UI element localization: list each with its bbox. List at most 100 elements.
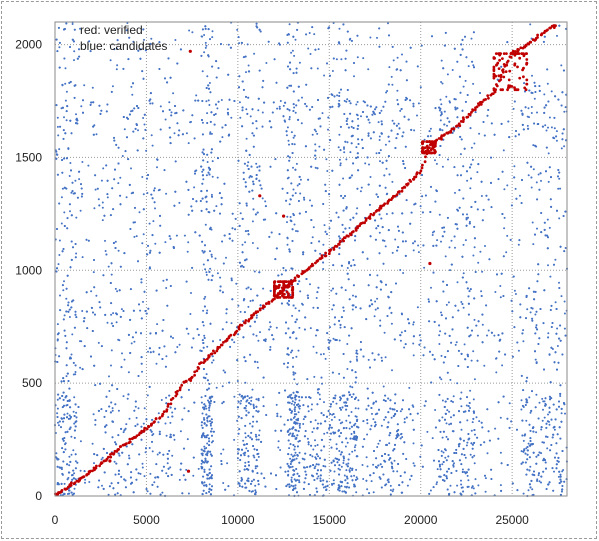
candidate-point (301, 96, 303, 99)
candidate-point (339, 326, 342, 329)
candidate-point (235, 282, 238, 285)
candidate-point (295, 355, 298, 358)
candidate-point (472, 398, 475, 401)
candidate-point (387, 22, 389, 25)
candidate-point (292, 166, 294, 169)
candidate-point (391, 212, 394, 215)
candidate-point (532, 168, 535, 171)
candidate-point (75, 411, 78, 414)
candidate-point (110, 273, 113, 276)
candidate-point (81, 256, 84, 259)
candidate-point (338, 27, 341, 30)
candidate-point (106, 321, 109, 324)
candidate-point (391, 369, 393, 372)
candidate-point (172, 337, 174, 339)
candidate-point (127, 371, 130, 374)
candidate-point (452, 464, 455, 467)
candidate-point (145, 149, 148, 152)
candidate-point (392, 59, 395, 62)
candidate-point (170, 111, 173, 114)
candidate-point (201, 249, 204, 252)
candidate-point (230, 322, 233, 325)
candidate-point (80, 105, 83, 108)
candidate-point (474, 433, 476, 436)
candidate-point (412, 242, 415, 245)
candidate-point (100, 458, 103, 461)
candidate-point (533, 122, 536, 125)
candidate-point (331, 371, 334, 374)
candidate-point (312, 306, 315, 309)
candidate-point (546, 420, 549, 423)
candidate-point (476, 171, 479, 174)
candidate-point (294, 38, 297, 41)
candidate-point (116, 64, 119, 67)
candidate-point (563, 312, 566, 315)
candidate-point (373, 315, 376, 318)
candidate-point (399, 339, 402, 342)
candidate-point (147, 350, 149, 353)
candidate-point (207, 399, 209, 402)
candidate-point (356, 101, 359, 103)
candidate-point (342, 462, 345, 464)
candidate-point (495, 357, 498, 360)
candidate-point (208, 406, 210, 409)
candidate-point (206, 419, 209, 422)
candidate-point (547, 152, 550, 155)
candidate-point (487, 329, 490, 332)
candidate-point (339, 407, 342, 409)
candidate-point (400, 432, 403, 435)
candidate-point (165, 396, 168, 399)
candidate-point (315, 487, 318, 490)
candidate-point (72, 410, 75, 413)
candidate-point (290, 479, 293, 481)
candidate-point (58, 239, 61, 242)
candidate-point (123, 128, 126, 131)
candidate-point (384, 484, 387, 487)
candidate-point (71, 333, 74, 336)
candidate-point (209, 267, 212, 270)
candidate-point (481, 270, 484, 273)
candidate-point (342, 197, 345, 200)
candidate-point (276, 412, 279, 415)
candidate-point (288, 116, 291, 118)
candidate-point (298, 399, 301, 402)
candidate-point (191, 114, 194, 117)
candidate-point (309, 199, 311, 202)
candidate-point (546, 436, 549, 438)
candidate-point (499, 296, 502, 299)
candidate-point (470, 486, 473, 489)
candidate-point (288, 84, 291, 87)
candidate-point (559, 324, 562, 327)
candidate-point (344, 479, 347, 482)
candidate-point (63, 116, 65, 119)
candidate-point (354, 415, 357, 418)
candidate-point (486, 408, 489, 411)
candidate-point (436, 481, 438, 484)
candidate-point (192, 474, 195, 477)
candidate-point (351, 386, 354, 389)
candidate-point (441, 436, 444, 439)
candidate-point (530, 176, 533, 179)
candidate-point (394, 238, 397, 241)
candidate-point (290, 480, 293, 483)
candidate-point (118, 339, 121, 342)
candidate-point (142, 193, 145, 196)
candidate-point (376, 36, 378, 39)
candidate-point (419, 205, 422, 208)
candidate-point (143, 38, 145, 41)
candidate-point (446, 371, 449, 374)
candidate-point (244, 381, 247, 384)
candidate-point (444, 255, 447, 258)
candidate-point (211, 30, 214, 33)
candidate-point (303, 328, 306, 331)
candidate-point (351, 450, 354, 453)
candidate-point (462, 85, 465, 88)
candidate-point (353, 474, 356, 477)
candidate-point (480, 290, 483, 293)
candidate-point (291, 400, 294, 403)
candidate-point (482, 121, 485, 123)
candidate-point (520, 408, 523, 411)
candidate-point (501, 170, 504, 173)
candidate-point (135, 331, 137, 334)
candidate-point (316, 132, 319, 135)
